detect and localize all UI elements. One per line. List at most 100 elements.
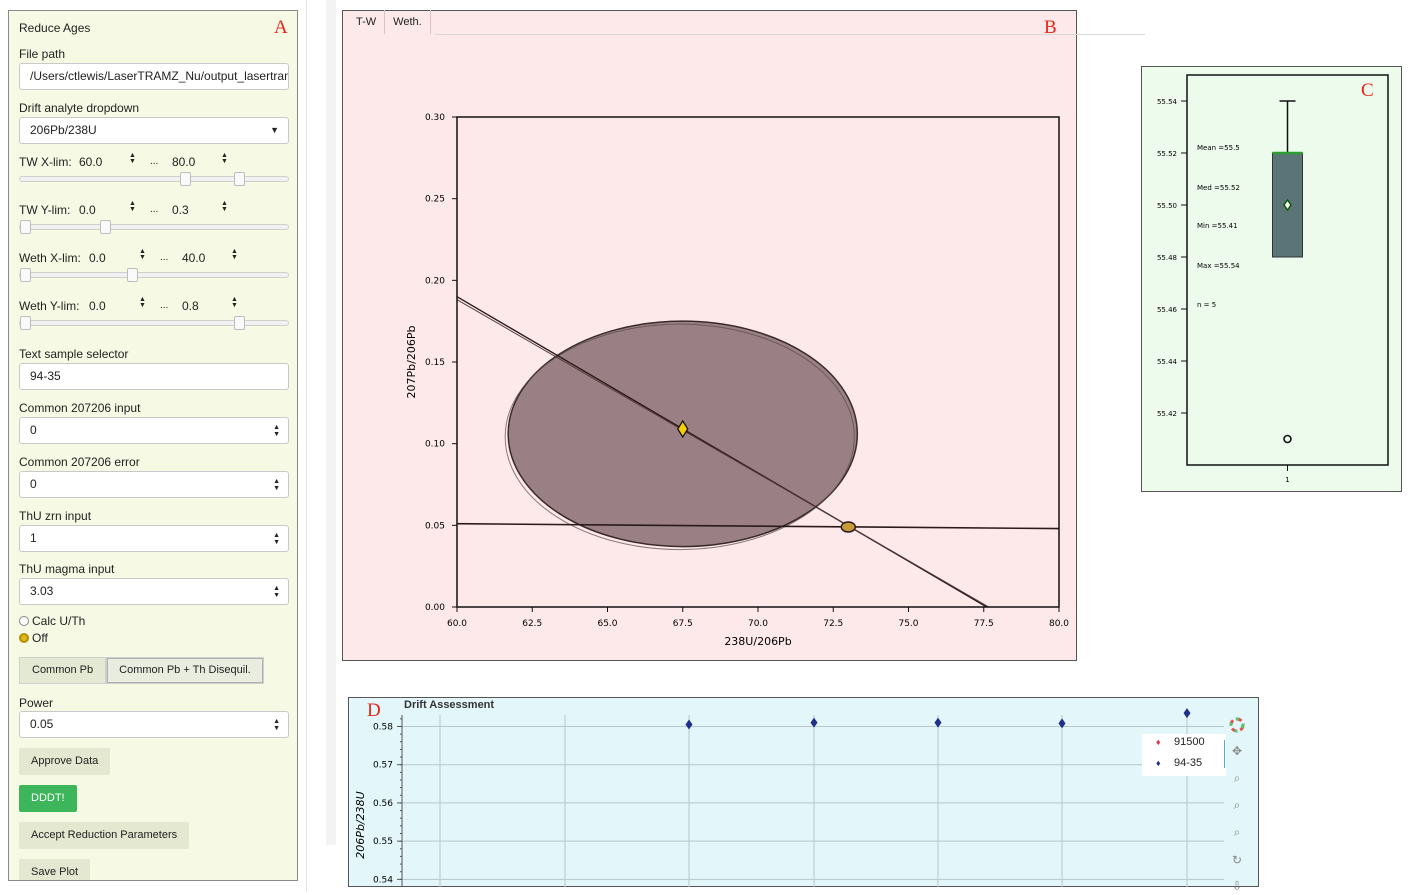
outlier-point: [1283, 434, 1292, 444]
data-point: [685, 719, 693, 730]
panel-letter-a: A: [274, 17, 288, 38]
x-tick-label: 65.0: [597, 619, 617, 629]
x-tick-label: 1: [1285, 476, 1289, 484]
zoom-icon[interactable]: ⌕: [1233, 825, 1241, 839]
weth-xlim-low-input[interactable]: 0.0: [89, 251, 106, 265]
slider-handle-low[interactable]: [20, 268, 31, 282]
chart-legend: ♦ 91500 ♦ 94-35: [1142, 734, 1226, 776]
stat-label: Mean =55.5: [1197, 144, 1240, 152]
accept-reduction-parameters-button[interactable]: Accept Reduction Parameters: [19, 822, 190, 849]
data-point: [810, 717, 818, 728]
tab-tw[interactable]: T-W: [348, 10, 386, 34]
tera-wasserburg-chart[interactable]: 60.0 62.5 65.0 67.5 70.0 72.5 75.0 77.5 80.0 0.00…: [342, 10, 1077, 661]
y-tick-label: 0.57: [373, 761, 393, 771]
spinner-arrows-icon[interactable]: ▲ ▼: [129, 200, 136, 213]
spinner-arrows-icon[interactable]: ▲ ▼: [139, 296, 146, 309]
tw-xlim-low-input[interactable]: 60.0: [79, 155, 103, 169]
drift-assessment-chart[interactable]: 0.54 0.55 0.56 0.57 0.58 206Pb/238U: [348, 697, 1259, 887]
y-tick-label: 0.54: [373, 875, 393, 885]
stat-label: n = 5: [1197, 301, 1216, 309]
x-tick-label: 67.5: [673, 619, 693, 629]
weth-xlim-high-input[interactable]: 40.0: [182, 251, 206, 265]
spinner-arrows-icon[interactable]: ▲ ▼: [273, 532, 280, 546]
save-plot-button[interactable]: Save Plot: [19, 859, 91, 880]
spinner-arrows-icon[interactable]: ▲ ▼: [273, 424, 280, 438]
spinner-arrows-icon[interactable]: ▲ ▼: [231, 296, 238, 309]
box-zoom-icon[interactable]: ⌕: [1233, 771, 1241, 785]
save-icon[interactable]: ⇩: [1231, 879, 1243, 893]
common-pb-th-disequil-button[interactable]: Common Pb + Th Disequil.: [106, 657, 264, 684]
reset-icon[interactable]: ↻: [1231, 853, 1243, 867]
spinner-arrows-icon[interactable]: ▲ ▼: [139, 248, 146, 261]
panel-letter-c: C: [1361, 80, 1374, 101]
common-error-value: 0: [30, 477, 37, 491]
weth-ylim-low-input[interactable]: 0.0: [89, 299, 106, 313]
range-separator: ...: [150, 204, 159, 215]
y-tick-label: 0.00: [425, 603, 445, 613]
slider-handle-high[interactable]: [100, 220, 111, 234]
radio-calc-uth[interactable]: Calc U/Th: [19, 614, 85, 628]
y-tick-label: 0.58: [373, 722, 393, 732]
weth-ylim-high-input[interactable]: 0.8: [182, 299, 199, 313]
tab-weth[interactable]: Weth.: [385, 10, 431, 34]
slider-handle-low[interactable]: [180, 172, 191, 186]
tw-ylim-low-input[interactable]: 0.0: [79, 203, 96, 217]
weth-xlim-slider[interactable]: [19, 268, 289, 282]
thu-zrn-input[interactable]: 1 ▲ ▼: [19, 525, 289, 552]
y-tick-label: 0.10: [425, 440, 445, 450]
y-tick-label: 55.42: [1157, 410, 1177, 418]
tw-xlim-label: TW X-lim:: [19, 155, 72, 169]
text-sample-input[interactable]: 94-35: [19, 363, 289, 390]
diamond-icon: ♦: [1156, 737, 1161, 747]
slider-handle-high[interactable]: [234, 316, 245, 330]
common-207206-error-input[interactable]: 0 ▲ ▼: [19, 471, 289, 498]
slider-handle-high[interactable]: [234, 172, 245, 186]
ddd-button[interactable]: DDDT!: [19, 785, 77, 812]
approve-data-button[interactable]: Approve Data: [19, 748, 111, 775]
weth-ylim-slider[interactable]: [19, 316, 289, 330]
x-axis-label: 238U/206Pb: [724, 635, 791, 648]
tw-xlim-high-input[interactable]: 80.0: [172, 155, 196, 169]
spinner-arrows-icon[interactable]: ▲ ▼: [273, 478, 280, 492]
tw-ylim-high-input[interactable]: 0.3: [172, 203, 189, 217]
spinner-arrows-icon[interactable]: ▲ ▼: [221, 152, 228, 165]
tw-ylim-slider[interactable]: [19, 220, 289, 234]
y-tick-label: 55.50: [1157, 202, 1177, 210]
box-plot-panel: [1141, 66, 1402, 492]
power-input[interactable]: 0.05 ▲ ▼: [19, 711, 289, 738]
pan-icon[interactable]: ✥: [1231, 744, 1243, 758]
box-plot-chart[interactable]: 55.42 55.44 55.46 55.48 55.50 55.52 55.54 1 Mea…: [1141, 66, 1402, 492]
slider-handle-low[interactable]: [20, 316, 31, 330]
wheel-zoom-icon[interactable]: ⌕: [1233, 798, 1241, 812]
weth-ylim-label: Weth Y-lim:: [19, 299, 80, 313]
stat-label: Min =55.41: [1197, 222, 1238, 230]
radio-off[interactable]: Off: [19, 631, 48, 645]
thu-magma-input[interactable]: 3.03 ▲ ▼: [19, 578, 289, 605]
age-ellipse-outline: [504, 323, 855, 551]
slider-handle-low[interactable]: [20, 220, 31, 234]
tw-xlim-slider[interactable]: [19, 172, 289, 186]
chart-title: Drift Assessment: [404, 699, 495, 711]
spinner-arrows-icon[interactable]: ▲ ▼: [129, 152, 136, 165]
spinner-arrows-icon[interactable]: ▲ ▼: [273, 718, 280, 732]
spinner-arrows-icon[interactable]: ▲ ▼: [231, 248, 238, 261]
reduce-ages-panel: A Reduce Ages File path /Users/ctlewis/L…: [8, 10, 298, 881]
y-tick-label: 0.25: [425, 195, 445, 205]
x-tick-label: 80.0: [1049, 619, 1069, 629]
slider-handle-high[interactable]: [127, 268, 138, 282]
divider: [1224, 740, 1225, 768]
intercept-ellipse: [840, 521, 857, 533]
bokeh-logo-icon[interactable]: [1229, 717, 1245, 733]
spinner-arrows-icon[interactable]: ▲ ▼: [221, 200, 228, 213]
common-pb-button[interactable]: Common Pb: [19, 657, 107, 684]
legend-label: 94-35: [1174, 757, 1203, 769]
spinner-arrows-icon[interactable]: ▲ ▼: [273, 585, 280, 599]
file-path-label: File path: [19, 47, 66, 61]
common-207206-input[interactable]: 0 ▲ ▼: [19, 417, 289, 444]
file-path-input[interactable]: /Users/ctlewis/LaserTRAMZ_Nu/output_lase…: [19, 63, 289, 90]
drift-analyte-dropdown[interactable]: 206Pb/238U ▼: [19, 117, 289, 144]
regression-line: [456, 522, 1060, 530]
x-tick-label: 72.5: [823, 619, 843, 629]
concordia-line-outline: [456, 299, 990, 608]
radio-checked-icon: [19, 633, 29, 643]
